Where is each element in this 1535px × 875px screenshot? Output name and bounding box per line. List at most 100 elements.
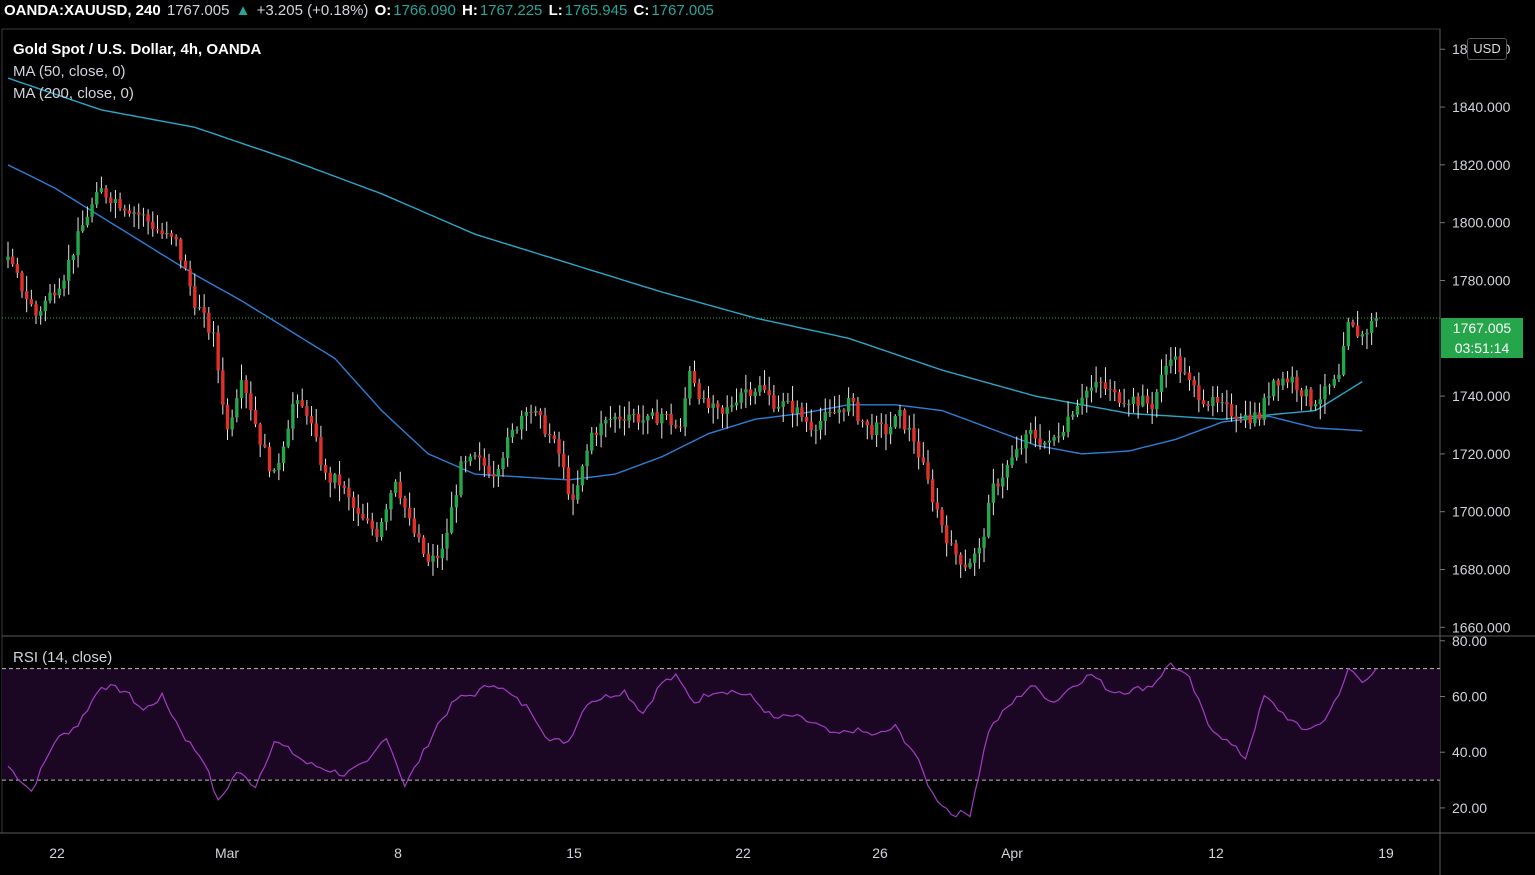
last-price-label: 1767.005 <box>1452 320 1512 336</box>
candle-down <box>319 437 323 466</box>
candle-up <box>295 400 300 404</box>
rsi-pane[interactable] <box>2 662 1440 818</box>
rsi-line <box>7 662 1377 818</box>
candle-up <box>702 398 706 400</box>
candle-up <box>828 411 832 413</box>
ma200-legend[interactable]: MA (200, close, 0) <box>13 85 134 102</box>
candle-down <box>24 291 29 300</box>
candle-up <box>1374 318 1379 321</box>
candle-up <box>585 450 589 467</box>
rsi-legend[interactable]: RSI (14, close) <box>13 649 113 666</box>
candle-up <box>379 521 384 538</box>
candle-up <box>888 427 893 435</box>
close-label: C: <box>633 2 650 19</box>
candle-down <box>118 199 122 209</box>
candles[interactable] <box>6 176 1379 578</box>
candle-up <box>627 414 631 421</box>
currency-button[interactable]: USD <box>1467 38 1507 60</box>
candle-down <box>692 371 697 384</box>
candle-up <box>1010 457 1014 466</box>
candle-up <box>1313 404 1318 407</box>
candle-down <box>34 304 38 316</box>
candle-up <box>786 400 790 402</box>
candle-up <box>272 469 276 472</box>
candle-down <box>53 292 57 296</box>
candle-down <box>337 474 342 486</box>
candle-down <box>767 390 771 396</box>
candle-down <box>155 229 160 231</box>
candle-down <box>926 462 930 480</box>
candle-up <box>1243 414 1248 421</box>
price-tick-label: 1780.000 <box>1452 272 1511 288</box>
candle-up <box>814 429 818 431</box>
candle-down <box>664 413 669 415</box>
candle-down <box>351 497 356 508</box>
candle-down <box>921 457 926 463</box>
price-tick-label: 1700.000 <box>1452 504 1511 520</box>
candle-down <box>375 528 379 538</box>
candle-down <box>1038 438 1042 445</box>
candle-up <box>1047 440 1052 443</box>
chart-title: Gold Spot / U.S. Dollar, 4h, OANDA <box>13 41 262 58</box>
candle-up <box>1061 431 1066 437</box>
candle-up <box>1024 434 1028 449</box>
candle-up <box>683 398 687 427</box>
candle-down <box>1122 402 1126 405</box>
candle-up <box>823 412 827 421</box>
candle-up <box>725 407 729 414</box>
candle-down <box>963 564 968 568</box>
candle-down <box>1113 389 1117 393</box>
symbol-label[interactable]: OANDA:XAUUSD, 240 <box>4 2 161 19</box>
candle-down <box>548 434 552 436</box>
candle-down <box>949 543 954 545</box>
candle-up <box>389 493 393 510</box>
candle-up <box>1369 320 1374 333</box>
candle-up <box>1211 397 1215 406</box>
price-tick-label: 1800.000 <box>1452 215 1511 231</box>
candle-up <box>977 547 982 554</box>
candle-down <box>183 260 188 269</box>
candle-down <box>884 424 888 435</box>
candle-up <box>982 536 986 548</box>
candle-down <box>1295 376 1299 391</box>
candle-up <box>1001 477 1005 487</box>
candle-up <box>907 427 912 430</box>
candle-up <box>1094 381 1098 388</box>
candle-down <box>865 421 869 426</box>
candle-down <box>328 472 332 483</box>
candle-up <box>646 415 650 421</box>
candle-up <box>744 389 748 393</box>
candle-down <box>398 481 402 499</box>
ma50-legend[interactable]: MA (50, close, 0) <box>13 63 126 80</box>
high-value: 1767.225 <box>479 2 543 19</box>
candle-down <box>636 413 641 423</box>
candle-down <box>1183 372 1187 374</box>
candle-down <box>940 509 944 526</box>
candle-down <box>996 483 1000 487</box>
time-tick-label: 22 <box>49 845 65 861</box>
candle-up <box>286 428 290 447</box>
candle-down <box>421 537 426 554</box>
candle-down <box>1206 404 1210 406</box>
candle-down <box>435 555 440 559</box>
axes: 1860.0001840.0001820.0001800.0001780.000… <box>49 41 1510 861</box>
candle-down <box>188 268 192 287</box>
candle-up <box>1281 378 1285 386</box>
candle-up <box>632 413 636 415</box>
candle-up <box>43 300 48 312</box>
candle-down <box>263 444 267 447</box>
candle-up <box>1304 389 1308 397</box>
change-value: +3.205 (+0.18%) <box>256 2 369 19</box>
candle-up <box>758 385 762 392</box>
candle-down <box>842 409 846 412</box>
symbol-header: OANDA:XAUUSD, 240 1767.005 ▲ +3.205 (+0.… <box>0 0 1535 24</box>
candle-up <box>277 462 281 470</box>
candle-up <box>1173 356 1178 360</box>
candle-down <box>1145 395 1150 404</box>
candle-up <box>81 225 85 232</box>
candle-up <box>968 562 972 568</box>
candle-up <box>1365 332 1369 335</box>
candle-up <box>898 410 902 417</box>
candle-down <box>10 256 15 265</box>
